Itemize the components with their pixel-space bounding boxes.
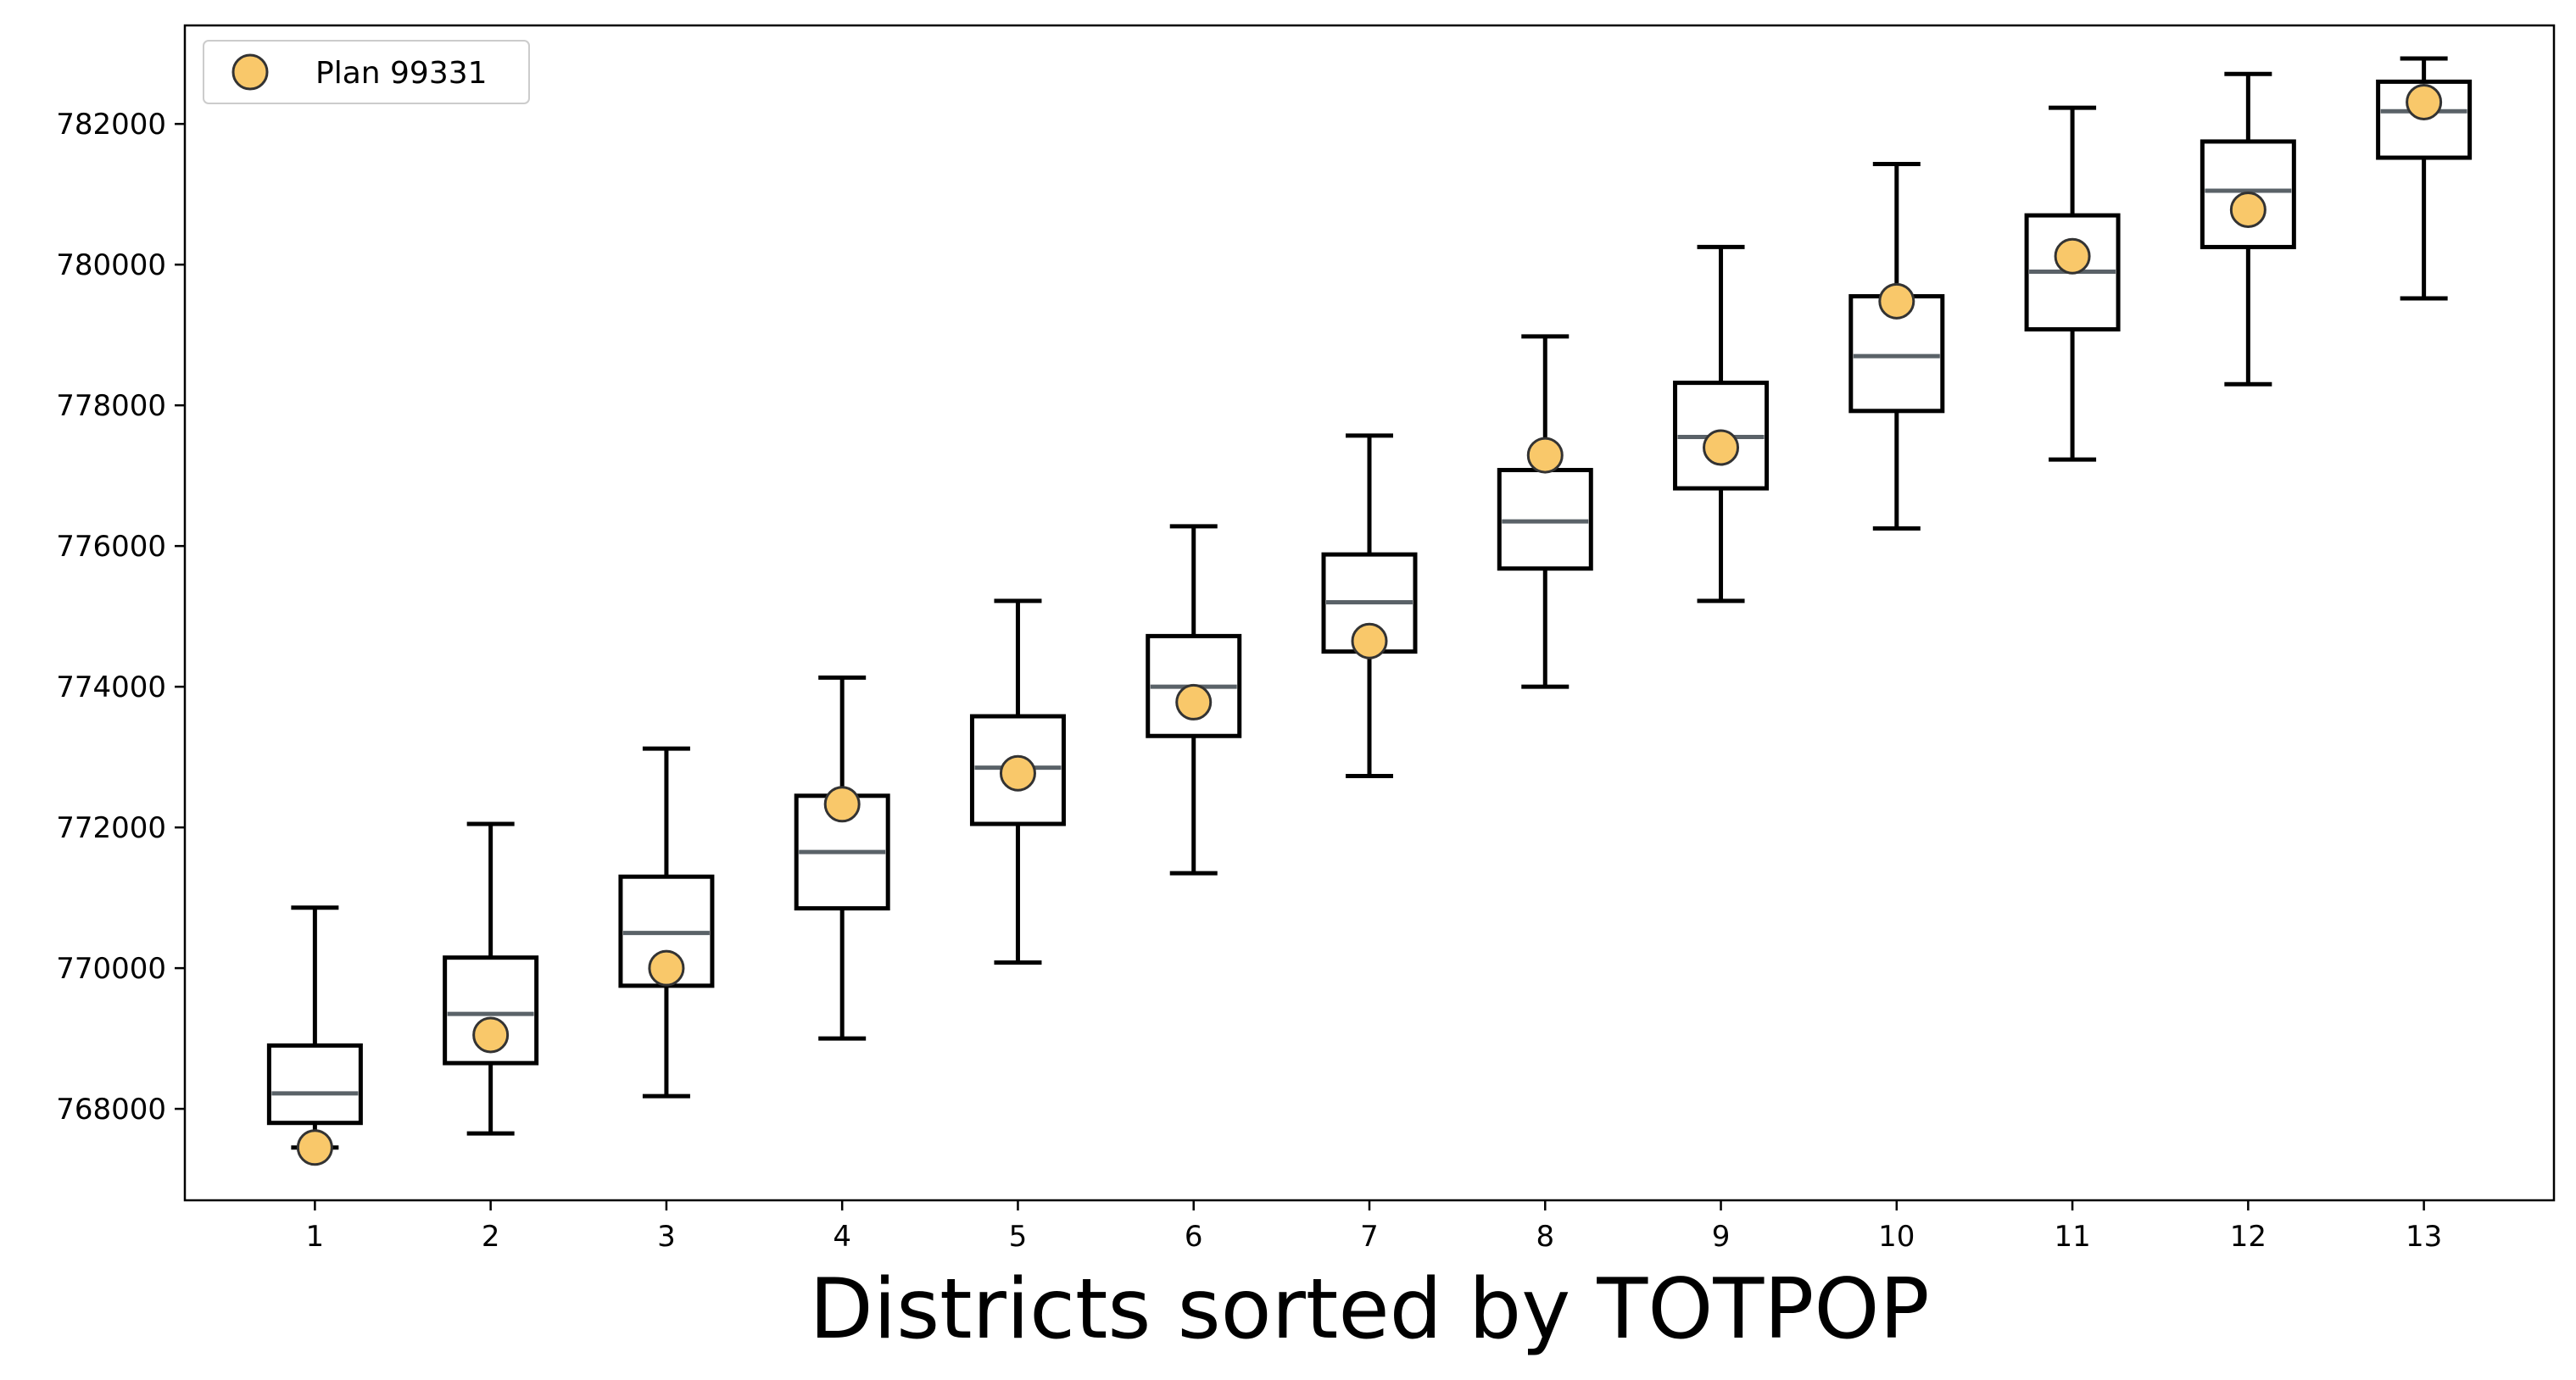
- box-district-2: [443, 821, 539, 1136]
- y-tick-label: 776000: [56, 530, 166, 564]
- x-tick-label: 6: [1185, 1220, 1203, 1254]
- y-tick-label: 780000: [56, 248, 166, 282]
- plan-point-district-8: [1526, 437, 1564, 474]
- x-tick-label: 3: [657, 1220, 676, 1254]
- plan-point-district-10: [1878, 282, 1915, 320]
- plan-point-district-5: [999, 754, 1036, 792]
- y-tick-label: 768000: [56, 1093, 166, 1127]
- legend-box: [203, 40, 530, 104]
- x-tick-label: 2: [482, 1220, 500, 1254]
- y-tick-label: 782000: [56, 108, 166, 142]
- box-district-5: [969, 598, 1066, 965]
- box-district-4: [794, 675, 890, 1041]
- plan-point-district-1: [296, 1129, 333, 1166]
- plan-point-district-9: [1703, 429, 1740, 466]
- plan-point-district-3: [648, 949, 685, 987]
- plan-point-district-4: [823, 786, 861, 823]
- legend-marker: [231, 53, 269, 91]
- plan-point-district-2: [472, 1016, 510, 1054]
- x-tick-label: 13: [2406, 1220, 2442, 1254]
- box-body: [443, 955, 539, 1066]
- x-axis: 1 2 3 4 5 6 7 8 9 10 11 12 13: [306, 1200, 2442, 1254]
- x-tick-label: 7: [1360, 1220, 1379, 1254]
- box-body: [969, 714, 1066, 826]
- x-tick-label: 1: [306, 1220, 325, 1254]
- box-body: [2376, 79, 2473, 160]
- box-district-12: [2200, 71, 2296, 387]
- legend: Plan 99331: [203, 40, 530, 104]
- plan-point-district-11: [2054, 237, 2091, 275]
- box-body: [1673, 381, 1770, 491]
- x-tick-label: 5: [1009, 1220, 1028, 1254]
- x-tick-label: 9: [1712, 1220, 1731, 1254]
- plan-point-district-12: [2229, 191, 2267, 228]
- plan-point-district-7: [1351, 622, 1388, 659]
- x-tick-label: 8: [1536, 1220, 1554, 1254]
- x-tick-label: 10: [1878, 1220, 1915, 1254]
- legend-entry-label: Plan 99331: [315, 56, 488, 91]
- x-tick-label: 12: [2230, 1220, 2267, 1254]
- box-body: [1146, 633, 1242, 738]
- y-tick-label: 770000: [56, 952, 166, 986]
- y-tick-label: 772000: [56, 811, 166, 845]
- box-body: [266, 1043, 363, 1126]
- x-axis-label: Districts sorted by TOTPOP: [809, 1261, 1929, 1358]
- box-district-3: [618, 746, 715, 1099]
- plan-point-district-6: [1175, 683, 1213, 721]
- y-tick-label: 778000: [56, 389, 166, 423]
- y-tick-label: 774000: [56, 671, 166, 704]
- plan-point-district-13: [2406, 83, 2443, 120]
- box-body: [2024, 213, 2121, 332]
- y-axis: 768000 770000 772000 774000 776000 778000 7800…: [56, 108, 185, 1127]
- box-body: [2200, 139, 2296, 249]
- x-tick-label: 11: [2054, 1220, 2090, 1254]
- plot-area: [266, 56, 2473, 1166]
- x-tick-label: 4: [833, 1220, 851, 1254]
